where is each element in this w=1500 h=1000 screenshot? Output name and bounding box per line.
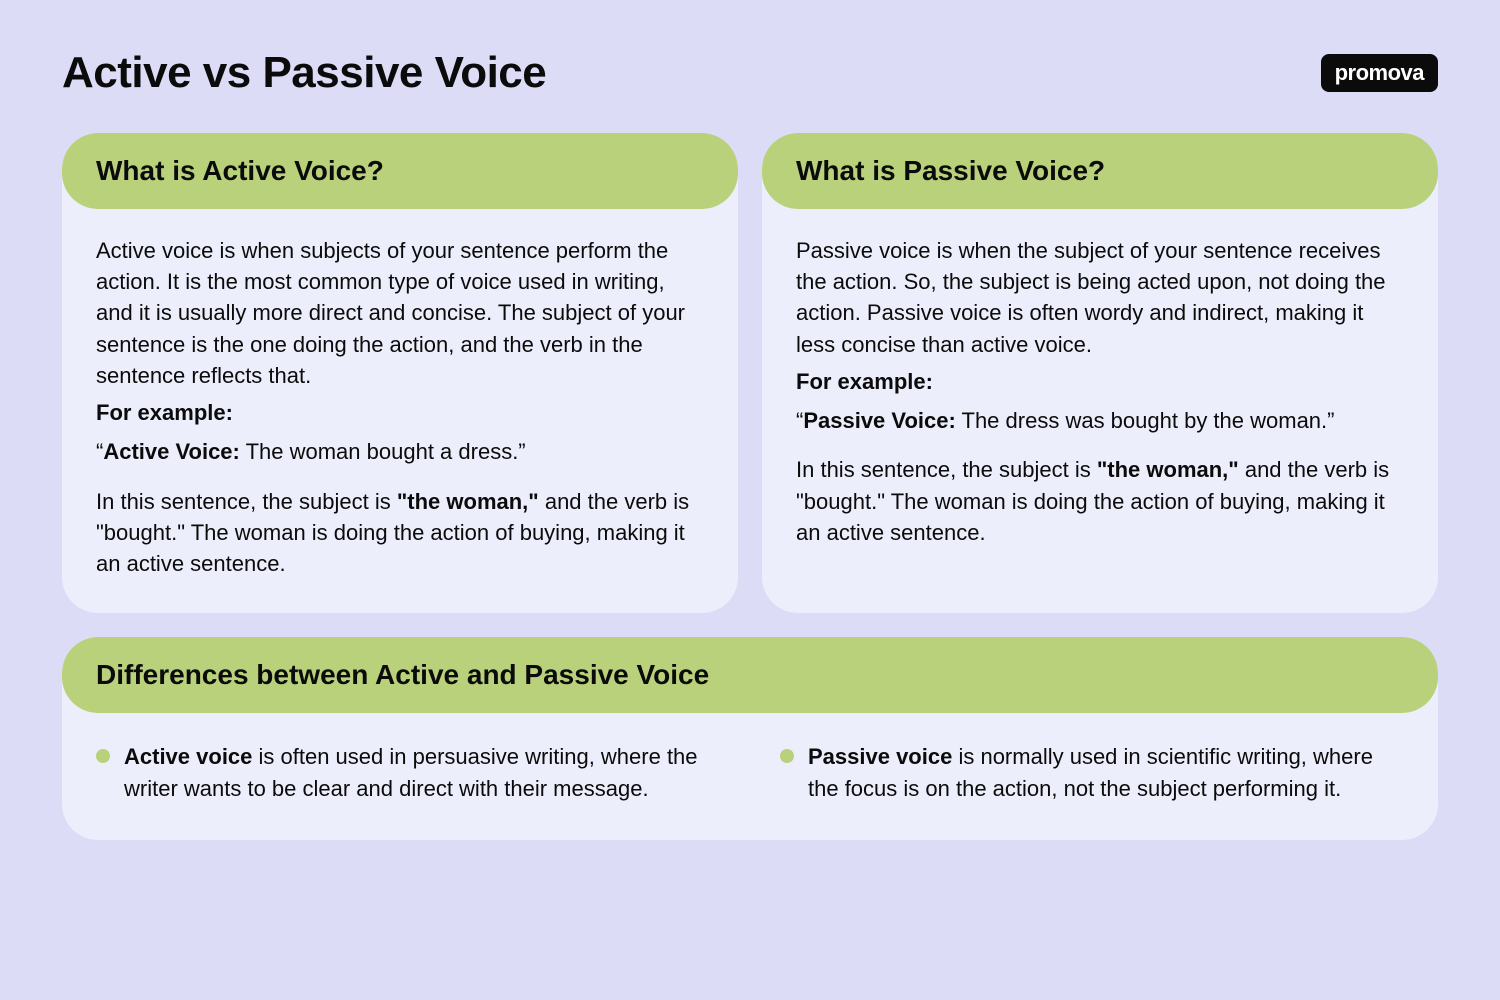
active-example: “Active Voice: The woman bought a dress.… xyxy=(96,436,704,467)
differences-card: Differences between Active and Passive V… xyxy=(62,637,1438,839)
passive-example-rest: The dress was bought by the woman.” xyxy=(956,408,1335,433)
differences-left: Active voice is often used in persuasive… xyxy=(96,741,720,803)
differences-body: Active voice is often used in persuasive… xyxy=(62,713,1438,839)
differences-left-bold: Active voice xyxy=(124,744,252,769)
bullet-icon xyxy=(96,749,110,763)
differences-left-text: Active voice is often used in persuasive… xyxy=(124,741,720,803)
active-example-bold: Active Voice: xyxy=(103,439,240,464)
passive-description: Passive voice is when the subject of you… xyxy=(796,235,1404,360)
active-example-rest: The woman bought a dress.” xyxy=(240,439,526,464)
active-explanation: In this sentence, the subject is "the wo… xyxy=(96,486,704,580)
brand-logo: promova xyxy=(1321,54,1438,92)
active-card-heading: What is Active Voice? xyxy=(62,133,738,209)
page-title: Active vs Passive Voice xyxy=(62,48,546,98)
differences-right: Passive voice is normally used in scient… xyxy=(780,741,1404,803)
differences-heading: Differences between Active and Passive V… xyxy=(62,637,1438,713)
bullet-icon xyxy=(780,749,794,763)
passive-example-bold: Passive Voice: xyxy=(803,408,955,433)
active-explanation-bold: "the woman," xyxy=(397,489,539,514)
two-column-row: What is Active Voice? Active voice is wh… xyxy=(62,133,1438,613)
differences-right-bold: Passive voice xyxy=(808,744,952,769)
passive-voice-card: What is Passive Voice? Passive voice is … xyxy=(762,133,1438,613)
passive-card-heading: What is Passive Voice? xyxy=(762,133,1438,209)
active-example-label: For example: xyxy=(96,397,704,428)
passive-explanation: In this sentence, the subject is "the wo… xyxy=(796,454,1404,548)
passive-example-label: For example: xyxy=(796,366,1404,397)
active-card-body: Active voice is when subjects of your se… xyxy=(62,209,738,613)
passive-explanation-bold: "the woman," xyxy=(1097,457,1239,482)
active-voice-card: What is Active Voice? Active voice is wh… xyxy=(62,133,738,613)
passive-example: “Passive Voice: The dress was bought by … xyxy=(796,405,1404,436)
page-header: Active vs Passive Voice promova xyxy=(62,48,1438,98)
passive-explanation-pre: In this sentence, the subject is xyxy=(796,457,1097,482)
differences-right-text: Passive voice is normally used in scient… xyxy=(808,741,1404,803)
active-description: Active voice is when subjects of your se… xyxy=(96,235,704,391)
passive-card-body: Passive voice is when the subject of you… xyxy=(762,209,1438,582)
active-explanation-pre: In this sentence, the subject is xyxy=(96,489,397,514)
